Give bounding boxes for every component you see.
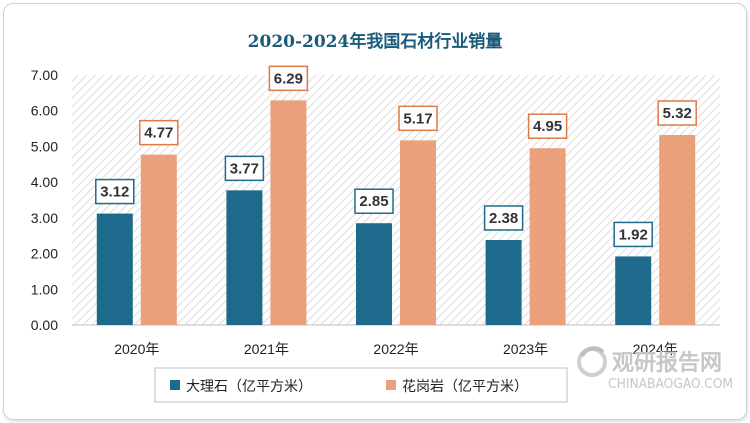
y-tick-label: 5.00 <box>31 138 58 154</box>
x-axis: 2020年 2021年 2022年 2023年 2024年 <box>72 324 720 357</box>
data-label-box <box>354 188 394 214</box>
plot-area <box>72 75 720 325</box>
bar-granite <box>270 100 307 325</box>
bar-marble <box>356 223 392 325</box>
y-tick-label: 4.00 <box>31 174 58 190</box>
x-tick-label: 2020年 <box>114 341 159 357</box>
x-tick-label: 2023年 <box>503 341 548 357</box>
bar-marble <box>226 190 263 325</box>
data-label: 4.77 <box>144 125 173 142</box>
data-label-box <box>613 221 653 248</box>
x-tick-label: 2024年 <box>633 341 678 357</box>
data-label-box <box>139 119 179 146</box>
watermark-en: CHINABAOGAO.COM <box>608 377 733 392</box>
data-label-box <box>95 178 135 205</box>
x-tick-label: 2021年 <box>244 341 289 357</box>
data-label-box <box>657 100 697 126</box>
y-tick-label: 1.00 <box>31 281 58 297</box>
legend: 大理石（亿平方米） 花岗岩（亿平方米） <box>170 379 528 395</box>
watermark: 观研报告网 CHINABAOGAO.COM <box>577 346 733 392</box>
data-label: 3.12 <box>100 184 129 201</box>
y-tick-label: 7.00 <box>31 67 58 83</box>
data-labels: 3.12 3.77 2.85 2.38 1.92 4.77 6.29 5.17 4.95 5.32 <box>95 65 697 248</box>
legend-swatch <box>170 380 180 390</box>
legend-box <box>154 367 568 403</box>
bar-marble <box>96 213 133 325</box>
data-label: 1.92 <box>619 226 648 243</box>
data-label-box <box>398 105 438 132</box>
y-tick-label: 2.00 <box>31 246 58 262</box>
bar-granite <box>400 140 436 325</box>
y-tick-label: 3.00 <box>31 210 58 226</box>
y-tick-label: 0.00 <box>31 317 58 333</box>
bar-granite <box>659 135 696 325</box>
data-label-box <box>527 113 568 139</box>
bars <box>96 100 696 325</box>
data-label: 5.32 <box>663 105 692 122</box>
bar-granite <box>140 154 177 325</box>
legend-swatch <box>386 380 396 390</box>
bar-marble <box>615 256 652 325</box>
data-label: 3.77 <box>230 160 259 177</box>
data-label: 6.29 <box>274 70 303 87</box>
watermark-logo-icon <box>577 346 607 377</box>
chart-title: 2020-2024年我国石材行业销量 <box>248 31 503 52</box>
data-label: 5.17 <box>403 110 432 127</box>
data-label: 2.38 <box>489 210 518 227</box>
y-axis: 0.00 1.00 2.00 3.00 4.00 5.00 6.00 7.00 <box>31 67 58 333</box>
bar-granite <box>529 148 566 325</box>
data-label-box <box>268 65 309 92</box>
x-tick-label: 2022年 <box>373 341 418 357</box>
data-label-box <box>224 155 265 182</box>
y-tick-label: 6.00 <box>31 103 58 119</box>
data-label-box <box>483 205 524 231</box>
legend-label: 花岗岩（亿平方米） <box>402 379 528 395</box>
data-label: 4.95 <box>533 118 562 135</box>
legend-label: 大理石（亿平方米） <box>186 379 312 395</box>
watermark-cn: 观研报告网 <box>612 351 722 376</box>
bar-marble <box>485 240 522 325</box>
data-label: 2.85 <box>359 193 388 210</box>
